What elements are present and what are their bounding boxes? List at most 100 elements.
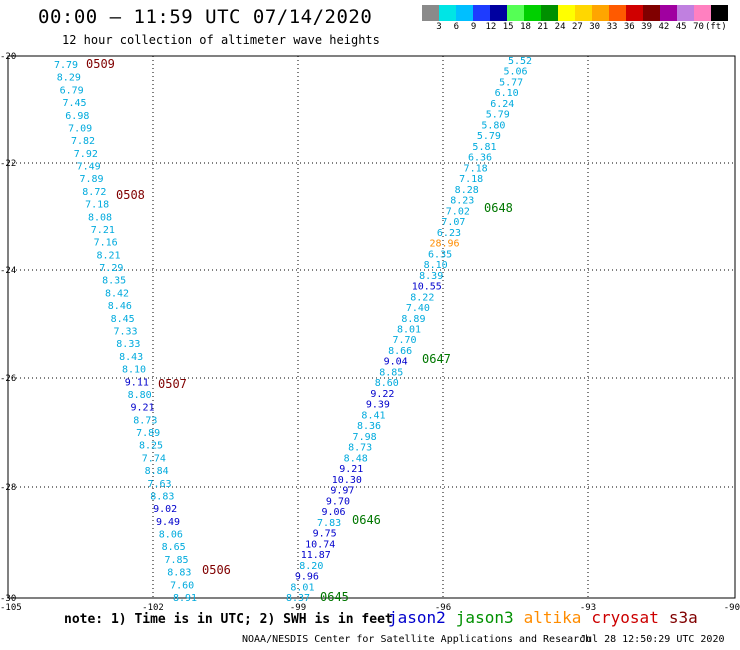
wave-height-value: 8.29 xyxy=(57,73,81,84)
wave-height-value: 5.77 xyxy=(499,77,523,88)
color-swatch xyxy=(660,5,677,21)
color-scale-labels: 3 6 9 12 15 18 21 24 27 30 33 36 39 42 45 70 (ft) xyxy=(422,22,740,34)
wave-height-value: 8.80 xyxy=(128,390,152,401)
wave-height-value: 8.06 xyxy=(159,530,183,541)
wave-height-value: 5.81 xyxy=(472,142,496,153)
color-scale-label: 15 xyxy=(502,22,514,32)
color-scale-label: 9 xyxy=(470,22,477,32)
wave-height-value: 8.72 xyxy=(82,187,106,198)
wave-height-value: 9.39 xyxy=(366,400,390,411)
lat-label: -26 xyxy=(0,374,16,384)
wave-height-value: 5.79 xyxy=(486,110,510,121)
color-swatch xyxy=(473,5,490,21)
wave-height-value: 7.74 xyxy=(142,453,166,464)
legend-altika: altika xyxy=(523,608,582,627)
lon-label: -96 xyxy=(435,603,451,613)
color-scale-label: 27 xyxy=(571,22,583,32)
lat-label: -28 xyxy=(0,483,16,493)
wave-height-value: 9.96 xyxy=(295,572,319,583)
map-title: 00:00 – 11:59 UTC 07/14/2020 xyxy=(38,6,373,28)
wave-height-value: 7.21 xyxy=(91,225,115,236)
wave-height-value: 8.84 xyxy=(145,466,169,477)
wave-height-value: 8.73 xyxy=(133,415,157,426)
wave-height-value: 8.28 xyxy=(455,185,479,196)
color-swatch xyxy=(558,5,575,21)
wave-height-value: 7.70 xyxy=(393,335,417,346)
color-scale-label: (ft) xyxy=(704,22,727,32)
wave-height-value: 6.35 xyxy=(428,249,452,260)
time-label: 0648 xyxy=(484,201,513,215)
color-scale-label: 30 xyxy=(589,22,601,32)
wave-height-value: 5.80 xyxy=(481,120,505,131)
wave-height-value: 8.65 xyxy=(162,542,186,553)
color-swatch xyxy=(626,5,643,21)
wave-height-value: 8.45 xyxy=(111,314,135,325)
color-swatch xyxy=(677,5,694,21)
wave-height-value: 8.10 xyxy=(122,365,146,376)
color-scale-label: 12 xyxy=(485,22,497,32)
color-swatch xyxy=(439,5,456,21)
wave-height-value: 7.16 xyxy=(94,238,118,249)
time-label: 0646 xyxy=(352,513,381,527)
time-label: 0645 xyxy=(320,590,349,604)
wave-height-value: 8.01 xyxy=(290,582,314,593)
color-swatch xyxy=(711,5,728,21)
wave-height-value: 8.20 xyxy=(299,561,323,572)
legend-cryosat: cryosat xyxy=(591,608,659,627)
color-swatch xyxy=(694,5,711,21)
wave-height-value: 8.23 xyxy=(450,196,474,207)
wave-height-value: 7.18 xyxy=(464,163,488,174)
color-scale-label: 33 xyxy=(606,22,618,32)
footnote: note: 1) Time is in UTC; 2) SWH is in fe… xyxy=(64,612,393,627)
wave-height-value: 7.07 xyxy=(441,217,465,228)
color-scale-label: 21 xyxy=(537,22,549,32)
color-swatch xyxy=(456,5,473,21)
wave-height-value: 7.92 xyxy=(74,149,98,160)
wave-height-value: 7.82 xyxy=(71,136,95,147)
color-swatch xyxy=(422,5,439,21)
wave-height-value: 8.83 xyxy=(150,491,174,502)
wave-height-value: 7.09 xyxy=(68,123,92,134)
wave-height-value: 9.49 xyxy=(156,517,180,528)
wave-height-value: 6.36 xyxy=(468,153,492,164)
wave-height-value: 11.87 xyxy=(301,550,331,561)
legend-jason3: jason3 xyxy=(455,608,514,627)
wave-height-value: 8.91 xyxy=(173,593,197,604)
color-scale-label: 39 xyxy=(641,22,653,32)
color-swatch xyxy=(524,5,541,21)
wave-height-value: 9.06 xyxy=(321,507,345,518)
wave-height-value: 8.42 xyxy=(105,288,129,299)
wave-height-value: 8.73 xyxy=(348,443,372,454)
lon-label: -93 xyxy=(580,603,596,613)
wave-height-value: 8.85 xyxy=(379,367,403,378)
wave-height-value: 8.39 xyxy=(419,271,443,282)
color-swatch xyxy=(507,5,524,21)
wave-height-value: 7.02 xyxy=(446,206,470,217)
wave-height-value: 10.55 xyxy=(412,282,442,293)
wave-height-value: 9.02 xyxy=(153,504,177,515)
lat-label: -24 xyxy=(0,266,16,276)
time-label: 0507 xyxy=(158,377,187,391)
wave-height-value: 7.40 xyxy=(406,303,430,314)
map-frame xyxy=(7,55,736,599)
time-label: 0508 xyxy=(116,188,145,202)
wave-height-value: 5.06 xyxy=(504,67,528,78)
satellite-legend: jason2 jason3 altika cryosat s3a xyxy=(388,608,708,627)
lon-label: -105 xyxy=(0,603,22,613)
wave-height-value: 7.79 xyxy=(54,60,78,71)
color-scale-label: 24 xyxy=(554,22,566,32)
wave-height-value: 6.79 xyxy=(60,85,84,96)
lat-label: -22 xyxy=(0,159,16,169)
lat-label: -30 xyxy=(0,594,16,604)
time-label: 0506 xyxy=(202,563,231,577)
wave-height-value: 7.18 xyxy=(85,200,109,211)
wave-height-value: 6.23 xyxy=(437,228,461,239)
wave-height-value: 7.45 xyxy=(62,98,86,109)
color-scale-label: 42 xyxy=(658,22,670,32)
wave-height-value: 6.98 xyxy=(65,111,89,122)
color-swatch xyxy=(643,5,660,21)
wave-height-value: 8.48 xyxy=(344,453,368,464)
wave-height-value: 9.97 xyxy=(330,486,354,497)
wave-height-value: 9.75 xyxy=(313,529,337,540)
wave-height-value: 8.60 xyxy=(375,378,399,389)
